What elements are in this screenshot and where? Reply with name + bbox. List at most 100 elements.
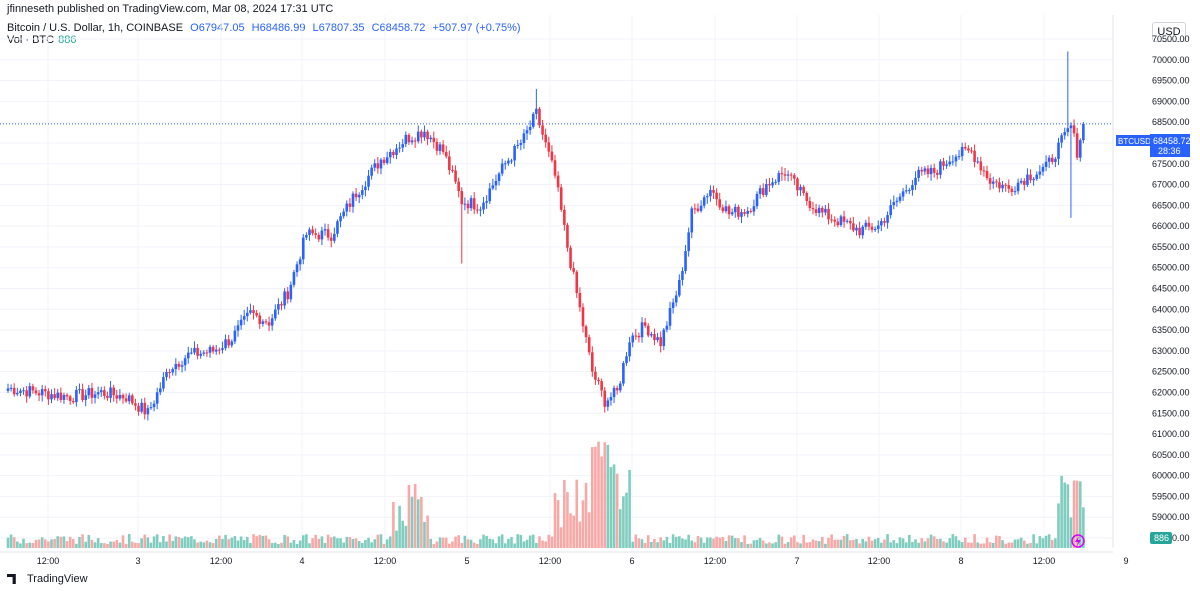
- volume-bar: [1013, 539, 1017, 548]
- candle-body: [19, 390, 22, 393]
- volume-bar: [124, 543, 128, 548]
- candle-body: [740, 212, 743, 217]
- candle-body: [625, 356, 628, 364]
- volume-bar: [886, 534, 889, 548]
- candle-body: [820, 207, 824, 213]
- candle-body: [805, 192, 809, 201]
- candle-body: [970, 150, 973, 152]
- candle-body: [668, 308, 672, 326]
- candle-body: [323, 229, 327, 231]
- candle-body: [1057, 142, 1060, 159]
- volume-bar: [721, 537, 725, 548]
- candle-body: [193, 347, 196, 353]
- volume-bar: [758, 537, 762, 548]
- volume-bar: [761, 540, 765, 548]
- candle-body: [426, 131, 429, 140]
- time-tick-label: 8: [958, 556, 963, 566]
- candle-body: [205, 352, 209, 354]
- symbol-label[interactable]: Bitcoin / U.S. Dollar, 1h, COINBASE: [7, 22, 184, 34]
- flash-icon[interactable]: [1071, 534, 1085, 548]
- volume-bar: [246, 536, 249, 548]
- candle-body: [196, 347, 199, 356]
- volume-label[interactable]: Vol · BTC: [7, 34, 55, 46]
- volume-bar: [516, 534, 520, 548]
- candle-body: [730, 212, 734, 215]
- volume-bar: [873, 539, 877, 548]
- ticker-tag-bg: [1116, 135, 1150, 146]
- candle-body: [789, 174, 793, 176]
- candle-body: [131, 395, 134, 404]
- time-tick-label: 12:00: [210, 556, 233, 566]
- candle-body: [982, 170, 986, 172]
- candle-body: [177, 364, 181, 367]
- currency-button[interactable]: USD: [1152, 22, 1186, 42]
- volume-bar: [354, 538, 358, 548]
- candle-body: [867, 222, 871, 227]
- volume-bar: [985, 537, 989, 548]
- volume-bar: [379, 534, 383, 548]
- candle-body: [267, 322, 271, 326]
- candle-body: [709, 190, 712, 197]
- candle-body: [320, 230, 324, 240]
- candle-body: [929, 167, 933, 175]
- volume-bar: [746, 543, 750, 548]
- candle-body: [1026, 174, 1029, 185]
- tradingview-logo[interactable]: TradingView: [7, 573, 88, 585]
- volume-bar: [550, 536, 554, 548]
- volume-bar: [926, 538, 930, 548]
- volume-bar: [441, 537, 445, 548]
- candle-body: [376, 163, 380, 169]
- candle-body: [702, 197, 706, 206]
- candle-body: [954, 156, 958, 162]
- volume-bar: [103, 543, 106, 548]
- volume-bar: [127, 534, 131, 548]
- volume-bar: [1023, 540, 1026, 548]
- volume-bar: [81, 534, 84, 548]
- candle-body: [901, 191, 905, 197]
- candle-body: [768, 184, 771, 186]
- volume-bar: [177, 536, 181, 548]
- tradingview-label: TradingView: [27, 573, 88, 585]
- volume-bar: [131, 541, 134, 548]
- volume-bar: [1001, 540, 1004, 548]
- candle-body: [587, 337, 591, 353]
- volume-bar: [559, 527, 563, 548]
- volume-bar: [793, 535, 796, 548]
- volume-bar: [283, 534, 286, 548]
- candle-body: [460, 191, 464, 205]
- volume-bar: [1066, 484, 1070, 548]
- volume-bar: [600, 456, 603, 548]
- volume-bar: [883, 539, 886, 548]
- candle-body: [31, 386, 35, 391]
- candle-body: [699, 205, 703, 211]
- candle-body: [329, 237, 333, 241]
- price-tick-label: 69500.00: [1152, 76, 1190, 86]
- candle-body: [761, 188, 765, 195]
- volume-bar: [979, 543, 983, 548]
- volume-bar: [982, 543, 986, 548]
- volume-bar: [737, 538, 740, 548]
- candle-body: [591, 352, 594, 372]
- volume-bar: [1044, 535, 1048, 548]
- volume-bar: [317, 538, 321, 548]
- candle-body: [1016, 182, 1020, 192]
- volume-bar: [678, 536, 681, 548]
- volume-bar: [267, 539, 271, 548]
- volume-bar: [817, 541, 821, 548]
- candle-body: [612, 388, 616, 398]
- candle-body: [864, 222, 868, 227]
- candle-body: [435, 142, 439, 151]
- volume-bar: [12, 537, 16, 548]
- candle-body: [239, 319, 243, 326]
- volume-bar: [466, 539, 470, 548]
- volume-bar: [618, 509, 622, 548]
- change-value: +507.97 (+0.75%): [432, 22, 521, 34]
- volume-bar: [342, 542, 345, 548]
- candle-body: [103, 390, 106, 396]
- candle-body: [6, 388, 10, 391]
- volume-bar: [301, 535, 305, 548]
- candle-body: [47, 391, 50, 400]
- volume-bar: [196, 542, 199, 548]
- volume-bar: [1063, 482, 1067, 548]
